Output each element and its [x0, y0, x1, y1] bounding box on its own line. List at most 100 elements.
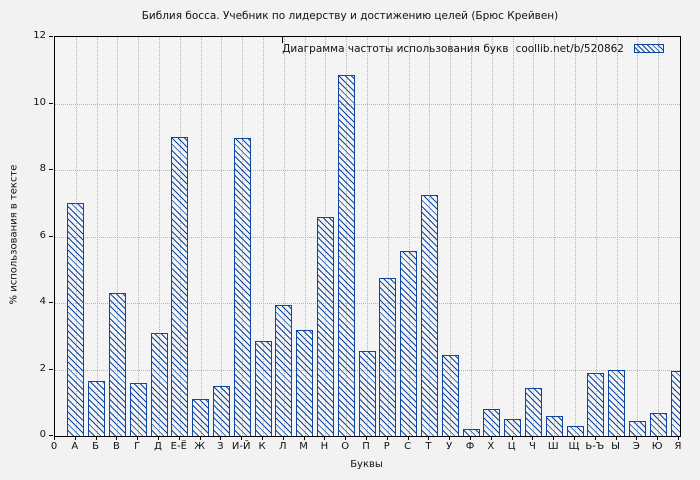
- bar-Н: [316, 216, 334, 436]
- vertical-gridline: [283, 37, 285, 436]
- x-tick-mark: [241, 436, 243, 440]
- vertical-gridline: [221, 37, 223, 436]
- bar-О: [337, 75, 355, 436]
- x-tick-label: З: [217, 441, 224, 452]
- y-tick-label: 6: [39, 229, 46, 241]
- y-tick-mark: [49, 102, 53, 104]
- vertical-gridline: [387, 37, 389, 436]
- bar-В: [108, 293, 126, 436]
- bar-Я: [670, 371, 680, 436]
- x-axis-label: Буквы: [350, 459, 383, 470]
- x-tick-mark: [407, 436, 409, 440]
- x-tick-mark: [636, 436, 638, 440]
- bar-Т: [420, 194, 438, 436]
- y-tick-label: 8: [39, 163, 46, 174]
- vertical-gridline: [491, 37, 493, 436]
- vertical-gridline: [138, 37, 140, 436]
- x-tick-mark: [470, 436, 471, 440]
- vertical-gridline: [408, 37, 410, 436]
- vertical-gridline: [159, 37, 160, 436]
- x-tick-label: Ц: [507, 441, 516, 452]
- y-tick-mark: [49, 368, 53, 370]
- x-tick-label: Н: [320, 441, 329, 452]
- y-tick-label: 0: [39, 429, 46, 440]
- vertical-gridline: [450, 37, 452, 436]
- x-tick-mark: [490, 436, 492, 440]
- vertical-gridline: [471, 37, 472, 436]
- y-tick-label: 4: [39, 296, 46, 307]
- x-tick-mark: [303, 436, 305, 440]
- x-tick-label: Е-Ё: [170, 441, 187, 452]
- legend-label: Диаграмма частоты использования букв: [282, 42, 509, 55]
- x-tick-label: Ф: [465, 441, 475, 452]
- x-tick-mark: [95, 436, 97, 440]
- y-tick-label: 2: [39, 362, 46, 374]
- bar-У: [441, 354, 459, 436]
- x-tick-label: М: [299, 441, 308, 452]
- bar-Д: [150, 332, 168, 436]
- x-tick-label: Ы: [611, 441, 620, 452]
- bar-С: [400, 251, 418, 436]
- x-tick-label: И-Й: [231, 441, 251, 452]
- y-tick-mark: [49, 235, 53, 237]
- vertical-gridline: [200, 37, 202, 436]
- vertical-gridline: [304, 37, 306, 436]
- y-tick-mark: [49, 302, 53, 303]
- x-tick-label: Э: [632, 441, 640, 452]
- x-tick-label: Д: [154, 441, 162, 452]
- vertical-gridline: [117, 37, 119, 436]
- vertical-gridline: [533, 37, 535, 436]
- vertical-gridline: [575, 37, 576, 436]
- bar-Э: [628, 421, 646, 436]
- plot-area: Диаграмма частоты использования букв coo…: [54, 36, 681, 437]
- x-tick-label: П: [362, 441, 370, 452]
- vertical-gridline: [595, 37, 597, 436]
- x-tick-mark: [678, 436, 679, 440]
- vertical-gridline: [637, 37, 639, 436]
- x-tick-mark: [449, 436, 451, 440]
- x-tick-mark: [532, 436, 534, 440]
- bar-И-Й: [233, 138, 251, 436]
- x-tick-mark: [594, 436, 596, 440]
- x-tick-mark: [199, 436, 201, 440]
- x-tick-mark: [574, 436, 575, 440]
- legend-url: coollib.net/b/520862: [515, 42, 624, 55]
- bar-Ж: [192, 399, 210, 436]
- x-tick-mark: [158, 436, 159, 440]
- x-tick-mark: [137, 436, 139, 440]
- x-tick-label: 0: [50, 441, 58, 452]
- vertical-gridline: [554, 37, 556, 436]
- x-tick-mark: [553, 436, 555, 440]
- bar-Ю: [649, 412, 667, 436]
- x-tick-mark: [345, 436, 347, 440]
- x-tick-mark: [324, 436, 326, 440]
- x-tick-mark: [615, 436, 617, 440]
- legend-frame-tick: [282, 37, 284, 43]
- x-tick-label: Щ: [568, 441, 580, 452]
- x-tick-mark: [282, 436, 284, 440]
- y-tick-label: 10: [33, 96, 46, 108]
- bar-Б: [88, 381, 106, 436]
- bar-Ф: [462, 429, 480, 436]
- x-tick-label: Ь-Ъ: [585, 441, 605, 452]
- x-tick-label: Г: [134, 441, 141, 452]
- x-tick-label: О: [341, 441, 350, 452]
- x-tick-mark: [366, 436, 367, 440]
- x-tick-label: Ю: [651, 441, 663, 452]
- x-tick-label: Х: [487, 441, 495, 452]
- x-tick-label: Т: [425, 441, 432, 452]
- x-tick-mark: [386, 436, 388, 440]
- x-tick-mark: [220, 436, 222, 440]
- bar-З: [212, 386, 230, 436]
- y-tick-mark: [49, 169, 53, 170]
- x-tick-label: Я: [674, 441, 682, 452]
- bar-Ь-Ъ: [587, 372, 605, 436]
- x-tick-label: У: [446, 441, 453, 452]
- x-tick-label: Л: [279, 441, 287, 452]
- x-tick-label: В: [112, 441, 120, 452]
- bar-Л: [275, 304, 293, 436]
- x-tick-mark: [116, 436, 118, 440]
- bar-К: [254, 341, 272, 436]
- x-tick-label: К: [258, 441, 266, 452]
